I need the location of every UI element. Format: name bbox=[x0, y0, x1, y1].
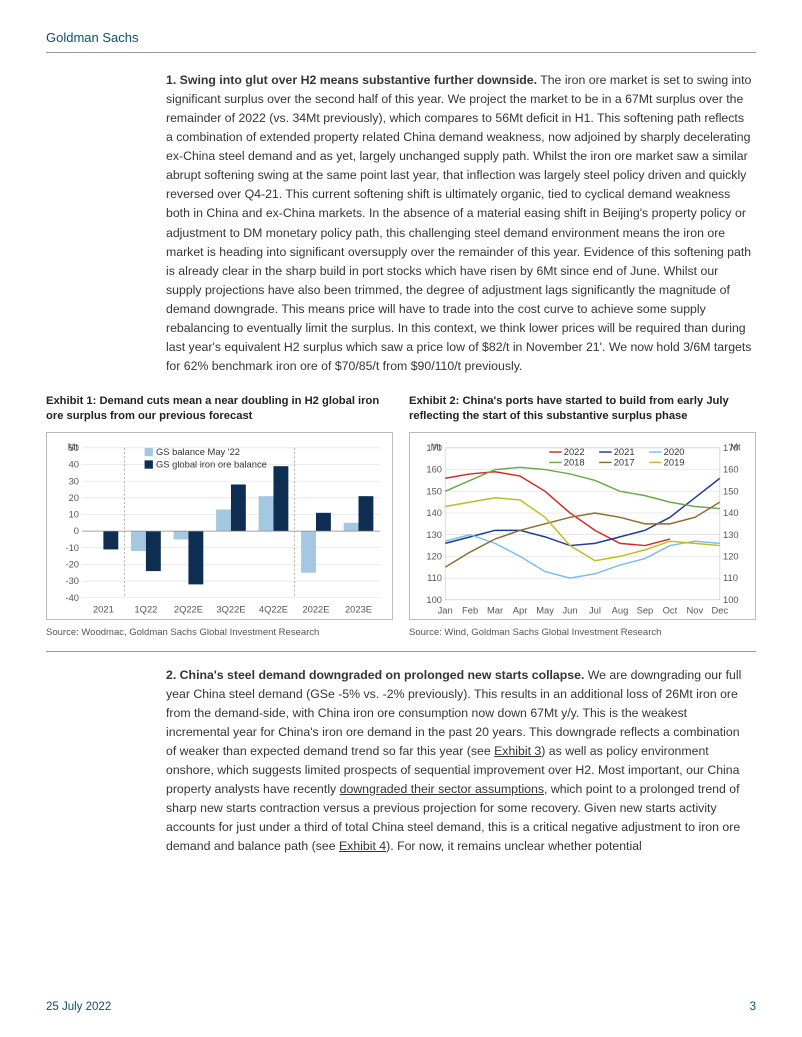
exhibit-3-link[interactable]: Exhibit 3 bbox=[494, 744, 541, 758]
svg-text:-20: -20 bbox=[65, 560, 79, 570]
svg-text:110: 110 bbox=[723, 573, 738, 583]
svg-text:140: 140 bbox=[426, 508, 442, 518]
brand-label: Goldman Sachs bbox=[46, 28, 756, 48]
svg-text:2020: 2020 bbox=[664, 447, 685, 457]
section-1-lead: 1. Swing into glut over H2 means substan… bbox=[166, 73, 537, 87]
section-1-body: The iron ore market is set to swing into… bbox=[166, 73, 751, 373]
svg-text:Oct: Oct bbox=[663, 605, 678, 615]
header-rule bbox=[46, 52, 756, 53]
exhibit-1-chart: -40-30-20-1001020304050MtGS balance May … bbox=[46, 432, 393, 620]
svg-text:2021: 2021 bbox=[93, 604, 114, 614]
exhibit-1-source: Source: Woodmac, Goldman Sachs Global In… bbox=[46, 626, 393, 641]
svg-text:Mt: Mt bbox=[431, 442, 442, 452]
svg-text:2017: 2017 bbox=[614, 458, 635, 468]
svg-text:-40: -40 bbox=[65, 593, 79, 603]
svg-text:2019: 2019 bbox=[664, 458, 685, 468]
svg-text:Mar: Mar bbox=[487, 605, 503, 615]
svg-text:-30: -30 bbox=[65, 576, 79, 586]
mid-rule bbox=[46, 651, 756, 652]
svg-text:Jan: Jan bbox=[438, 605, 453, 615]
svg-text:1Q22: 1Q22 bbox=[134, 604, 157, 614]
svg-text:2Q22E: 2Q22E bbox=[174, 604, 203, 614]
page-footer: 25 July 2022 3 bbox=[46, 999, 756, 1017]
svg-text:120: 120 bbox=[426, 552, 442, 562]
exhibit-2: Exhibit 2: China's ports have started to… bbox=[409, 394, 756, 641]
footer-date: 25 July 2022 bbox=[46, 999, 111, 1017]
svg-text:Sep: Sep bbox=[637, 605, 654, 615]
svg-text:Dec: Dec bbox=[712, 605, 729, 615]
exhibits-row: Exhibit 1: Demand cuts mean a near doubl… bbox=[46, 394, 756, 641]
svg-text:Nov: Nov bbox=[687, 605, 704, 615]
svg-text:GS balance May '22: GS balance May '22 bbox=[156, 447, 240, 457]
svg-text:20: 20 bbox=[69, 493, 79, 503]
section-2: 2. China's steel demand downgraded on pr… bbox=[166, 666, 752, 856]
exhibit-4-link[interactable]: Exhibit 4 bbox=[339, 839, 386, 853]
bar-chart-svg: -40-30-20-1001020304050MtGS balance May … bbox=[53, 439, 386, 617]
svg-text:Jul: Jul bbox=[589, 605, 601, 615]
svg-text:120: 120 bbox=[723, 552, 739, 562]
svg-text:Jun: Jun bbox=[562, 605, 577, 615]
section-2-lead: 2. China's steel demand downgraded on pr… bbox=[166, 668, 584, 682]
svg-text:3Q22E: 3Q22E bbox=[216, 604, 245, 614]
svg-text:160: 160 bbox=[723, 465, 739, 475]
svg-text:Aug: Aug bbox=[612, 605, 629, 615]
svg-text:160: 160 bbox=[426, 465, 442, 475]
svg-text:Mt: Mt bbox=[68, 442, 79, 452]
svg-text:150: 150 bbox=[426, 487, 442, 497]
line-chart-svg: 100 100 110 110 120 120 130 130 140 140 150 150 160 1… bbox=[416, 439, 749, 617]
exhibit-1: Exhibit 1: Demand cuts mean a near doubl… bbox=[46, 394, 393, 641]
svg-text:150: 150 bbox=[723, 487, 739, 497]
svg-text:100: 100 bbox=[723, 595, 739, 605]
svg-text:2022E: 2022E bbox=[302, 604, 329, 614]
svg-text:2018: 2018 bbox=[564, 458, 585, 468]
exhibit-1-title: Exhibit 1: Demand cuts mean a near doubl… bbox=[46, 394, 393, 424]
svg-text:2023E: 2023E bbox=[345, 604, 372, 614]
svg-text:Mt: Mt bbox=[730, 442, 741, 452]
downgraded-assumptions-link[interactable]: downgraded their sector assumptions bbox=[340, 782, 544, 796]
svg-text:30: 30 bbox=[69, 476, 79, 486]
svg-text:130: 130 bbox=[426, 530, 442, 540]
svg-text:10: 10 bbox=[69, 510, 79, 520]
exhibit-2-title: Exhibit 2: China's ports have started to… bbox=[409, 394, 756, 424]
svg-text:4Q22E: 4Q22E bbox=[259, 604, 288, 614]
svg-text:100: 100 bbox=[426, 595, 442, 605]
svg-text:0: 0 bbox=[74, 526, 79, 536]
svg-text:Feb: Feb bbox=[462, 605, 478, 615]
svg-text:Apr: Apr bbox=[513, 605, 528, 615]
svg-text:110: 110 bbox=[427, 573, 442, 583]
svg-text:140: 140 bbox=[723, 508, 739, 518]
svg-text:May: May bbox=[536, 605, 554, 615]
svg-text:-10: -10 bbox=[65, 543, 79, 553]
section-2-body-d: ). For now, it remains unclear whether p… bbox=[386, 839, 642, 853]
footer-page: 3 bbox=[750, 999, 756, 1017]
exhibit-2-chart: 100 100 110 110 120 120 130 130 140 140 150 150 160 1… bbox=[409, 432, 756, 620]
svg-text:2022: 2022 bbox=[564, 447, 585, 457]
svg-text:130: 130 bbox=[723, 530, 739, 540]
section-1: 1. Swing into glut over H2 means substan… bbox=[166, 71, 752, 376]
exhibit-2-source: Source: Wind, Goldman Sachs Global Inves… bbox=[409, 626, 756, 641]
svg-text:2021: 2021 bbox=[614, 447, 635, 457]
svg-text:40: 40 bbox=[69, 460, 79, 470]
svg-text:GS global iron ore balance: GS global iron ore balance bbox=[156, 460, 267, 470]
